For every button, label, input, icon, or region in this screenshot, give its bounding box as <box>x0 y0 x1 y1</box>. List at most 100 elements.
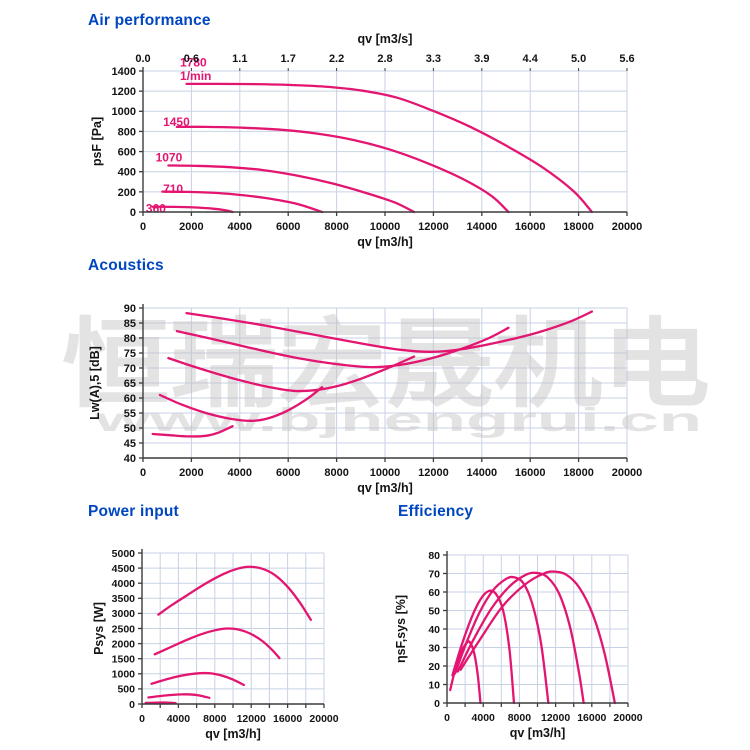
svg-text:70: 70 <box>428 568 440 580</box>
svg-text:400: 400 <box>118 167 136 179</box>
svg-text:8000: 8000 <box>508 712 532 724</box>
svg-text:0: 0 <box>139 713 145 725</box>
svg-text:14000: 14000 <box>467 467 498 479</box>
svg-text:3500: 3500 <box>112 593 136 605</box>
svg-text:55: 55 <box>124 408 136 420</box>
curve-710-rpm <box>147 693 211 699</box>
svg-text:16000: 16000 <box>515 221 546 233</box>
svg-text:90: 90 <box>124 303 136 315</box>
eff-x-axis-title: qv [m3/h] <box>510 726 566 740</box>
svg-text:8000: 8000 <box>324 467 348 479</box>
svg-text:8000: 8000 <box>203 713 227 725</box>
svg-text:45: 45 <box>124 438 136 450</box>
svg-text:600: 600 <box>118 147 136 159</box>
air-chart: 17801/min1450107071036002004006008001000… <box>90 32 642 249</box>
svg-text:5.0: 5.0 <box>571 53 586 65</box>
ac-y-axis-title: Lw(A),5 [dB] <box>88 346 102 420</box>
air-performance-title: Air performance <box>88 12 211 29</box>
curve-1070-rpm <box>167 164 416 214</box>
curve-1780-rpm <box>185 310 594 353</box>
svg-text:50: 50 <box>428 605 440 617</box>
curve-1780-rpm <box>157 565 312 621</box>
svg-text:1400: 1400 <box>112 66 136 78</box>
svg-text:18000: 18000 <box>563 221 594 233</box>
svg-text:20000: 20000 <box>612 221 643 233</box>
svg-text:0: 0 <box>129 699 135 711</box>
svg-text:8000: 8000 <box>324 221 348 233</box>
svg-text:0: 0 <box>140 221 146 233</box>
svg-text:20000: 20000 <box>612 467 643 479</box>
svg-text:12000: 12000 <box>541 712 570 724</box>
svg-text:0.6: 0.6 <box>184 53 199 65</box>
curve-label-710: 710 <box>163 182 183 196</box>
air-series <box>151 82 594 214</box>
svg-text:80: 80 <box>124 333 136 345</box>
ac-series <box>151 310 594 438</box>
curve-1070-rpm <box>453 575 550 705</box>
svg-text:4000: 4000 <box>112 578 136 590</box>
svg-text:16000: 16000 <box>273 713 302 725</box>
svg-text:1000: 1000 <box>112 106 136 118</box>
curve-1450-rpm <box>153 627 281 660</box>
power-input-title: Power input <box>88 503 179 520</box>
curve-1450-rpm <box>456 571 585 705</box>
svg-text:60: 60 <box>428 587 440 599</box>
curve-label-360: 360 <box>146 201 166 215</box>
svg-text:1000: 1000 <box>112 669 136 681</box>
curve-710-rpm <box>161 190 324 214</box>
eff-axes: 0 10 20 30 40 50 60 70 80 0 4000 8000 12000 16000 2000… <box>394 550 643 740</box>
eff-chart: 0 10 20 30 40 50 60 70 80 0 4000 8000 12000 16000 2000… <box>394 550 643 740</box>
curve-label-1450: 1450 <box>163 115 190 129</box>
svg-text:4000: 4000 <box>167 713 191 725</box>
svg-text:14000: 14000 <box>467 221 498 233</box>
curve-1070-rpm <box>167 355 416 393</box>
svg-text:3000: 3000 <box>112 608 136 620</box>
svg-text:12000: 12000 <box>418 467 449 479</box>
svg-text:12000: 12000 <box>418 221 449 233</box>
svg-text:4000: 4000 <box>228 467 252 479</box>
svg-text:10000: 10000 <box>370 467 401 479</box>
ac-grid <box>142 307 628 459</box>
svg-text:2000: 2000 <box>179 467 203 479</box>
svg-text:5000: 5000 <box>112 548 136 560</box>
air-x-axis-title: qv [m3/h] <box>357 235 413 249</box>
svg-text:60: 60 <box>124 393 136 405</box>
svg-text:0: 0 <box>130 207 136 219</box>
curve-1780-rpm <box>459 570 617 705</box>
power-x-axis-title: qv [m3/h] <box>205 727 261 741</box>
svg-text:2000: 2000 <box>112 638 136 650</box>
svg-text:2.8: 2.8 <box>377 53 392 65</box>
svg-text:200: 200 <box>118 187 136 199</box>
power-series <box>144 565 312 705</box>
curve-label-1min: 1/min <box>180 69 211 83</box>
air-grid <box>142 70 628 213</box>
svg-text:40: 40 <box>124 453 136 465</box>
curve-710-rpm <box>451 589 516 705</box>
svg-text:500: 500 <box>117 684 135 696</box>
curve-label-1070: 1070 <box>156 151 183 165</box>
svg-text:18000: 18000 <box>563 467 594 479</box>
svg-text:3.9: 3.9 <box>474 53 489 65</box>
svg-text:2.2: 2.2 <box>329 53 344 65</box>
svg-text:85: 85 <box>124 318 136 330</box>
svg-text:12000: 12000 <box>237 713 266 725</box>
eff-y-axis-title: ηsF,sys [%] <box>394 595 408 663</box>
svg-text:70: 70 <box>124 363 136 375</box>
curve-1070-rpm <box>150 671 246 687</box>
svg-text:1.7: 1.7 <box>281 53 296 65</box>
air-x2-axis-title: qv [m3/s] <box>358 32 413 46</box>
svg-text:5.6: 5.6 <box>619 53 634 65</box>
curve-710-rpm <box>158 386 324 422</box>
curve-1780-rpm <box>185 82 594 214</box>
svg-text:20000: 20000 <box>613 712 642 724</box>
svg-text:800: 800 <box>118 126 136 138</box>
ac-axes: 40 45 50 55 60 65 70 75 80 85 90 0 2000 4000 6000 8000 1… <box>88 303 642 495</box>
svg-text:4500: 4500 <box>112 563 136 575</box>
power-axes: 0 500 1000 1500 2000 2500 3000 3500 4000 4500 5000… <box>92 548 339 741</box>
curve-1450-rpm <box>175 125 510 214</box>
curve-360-rpm <box>144 701 177 705</box>
eff-series <box>449 570 617 705</box>
